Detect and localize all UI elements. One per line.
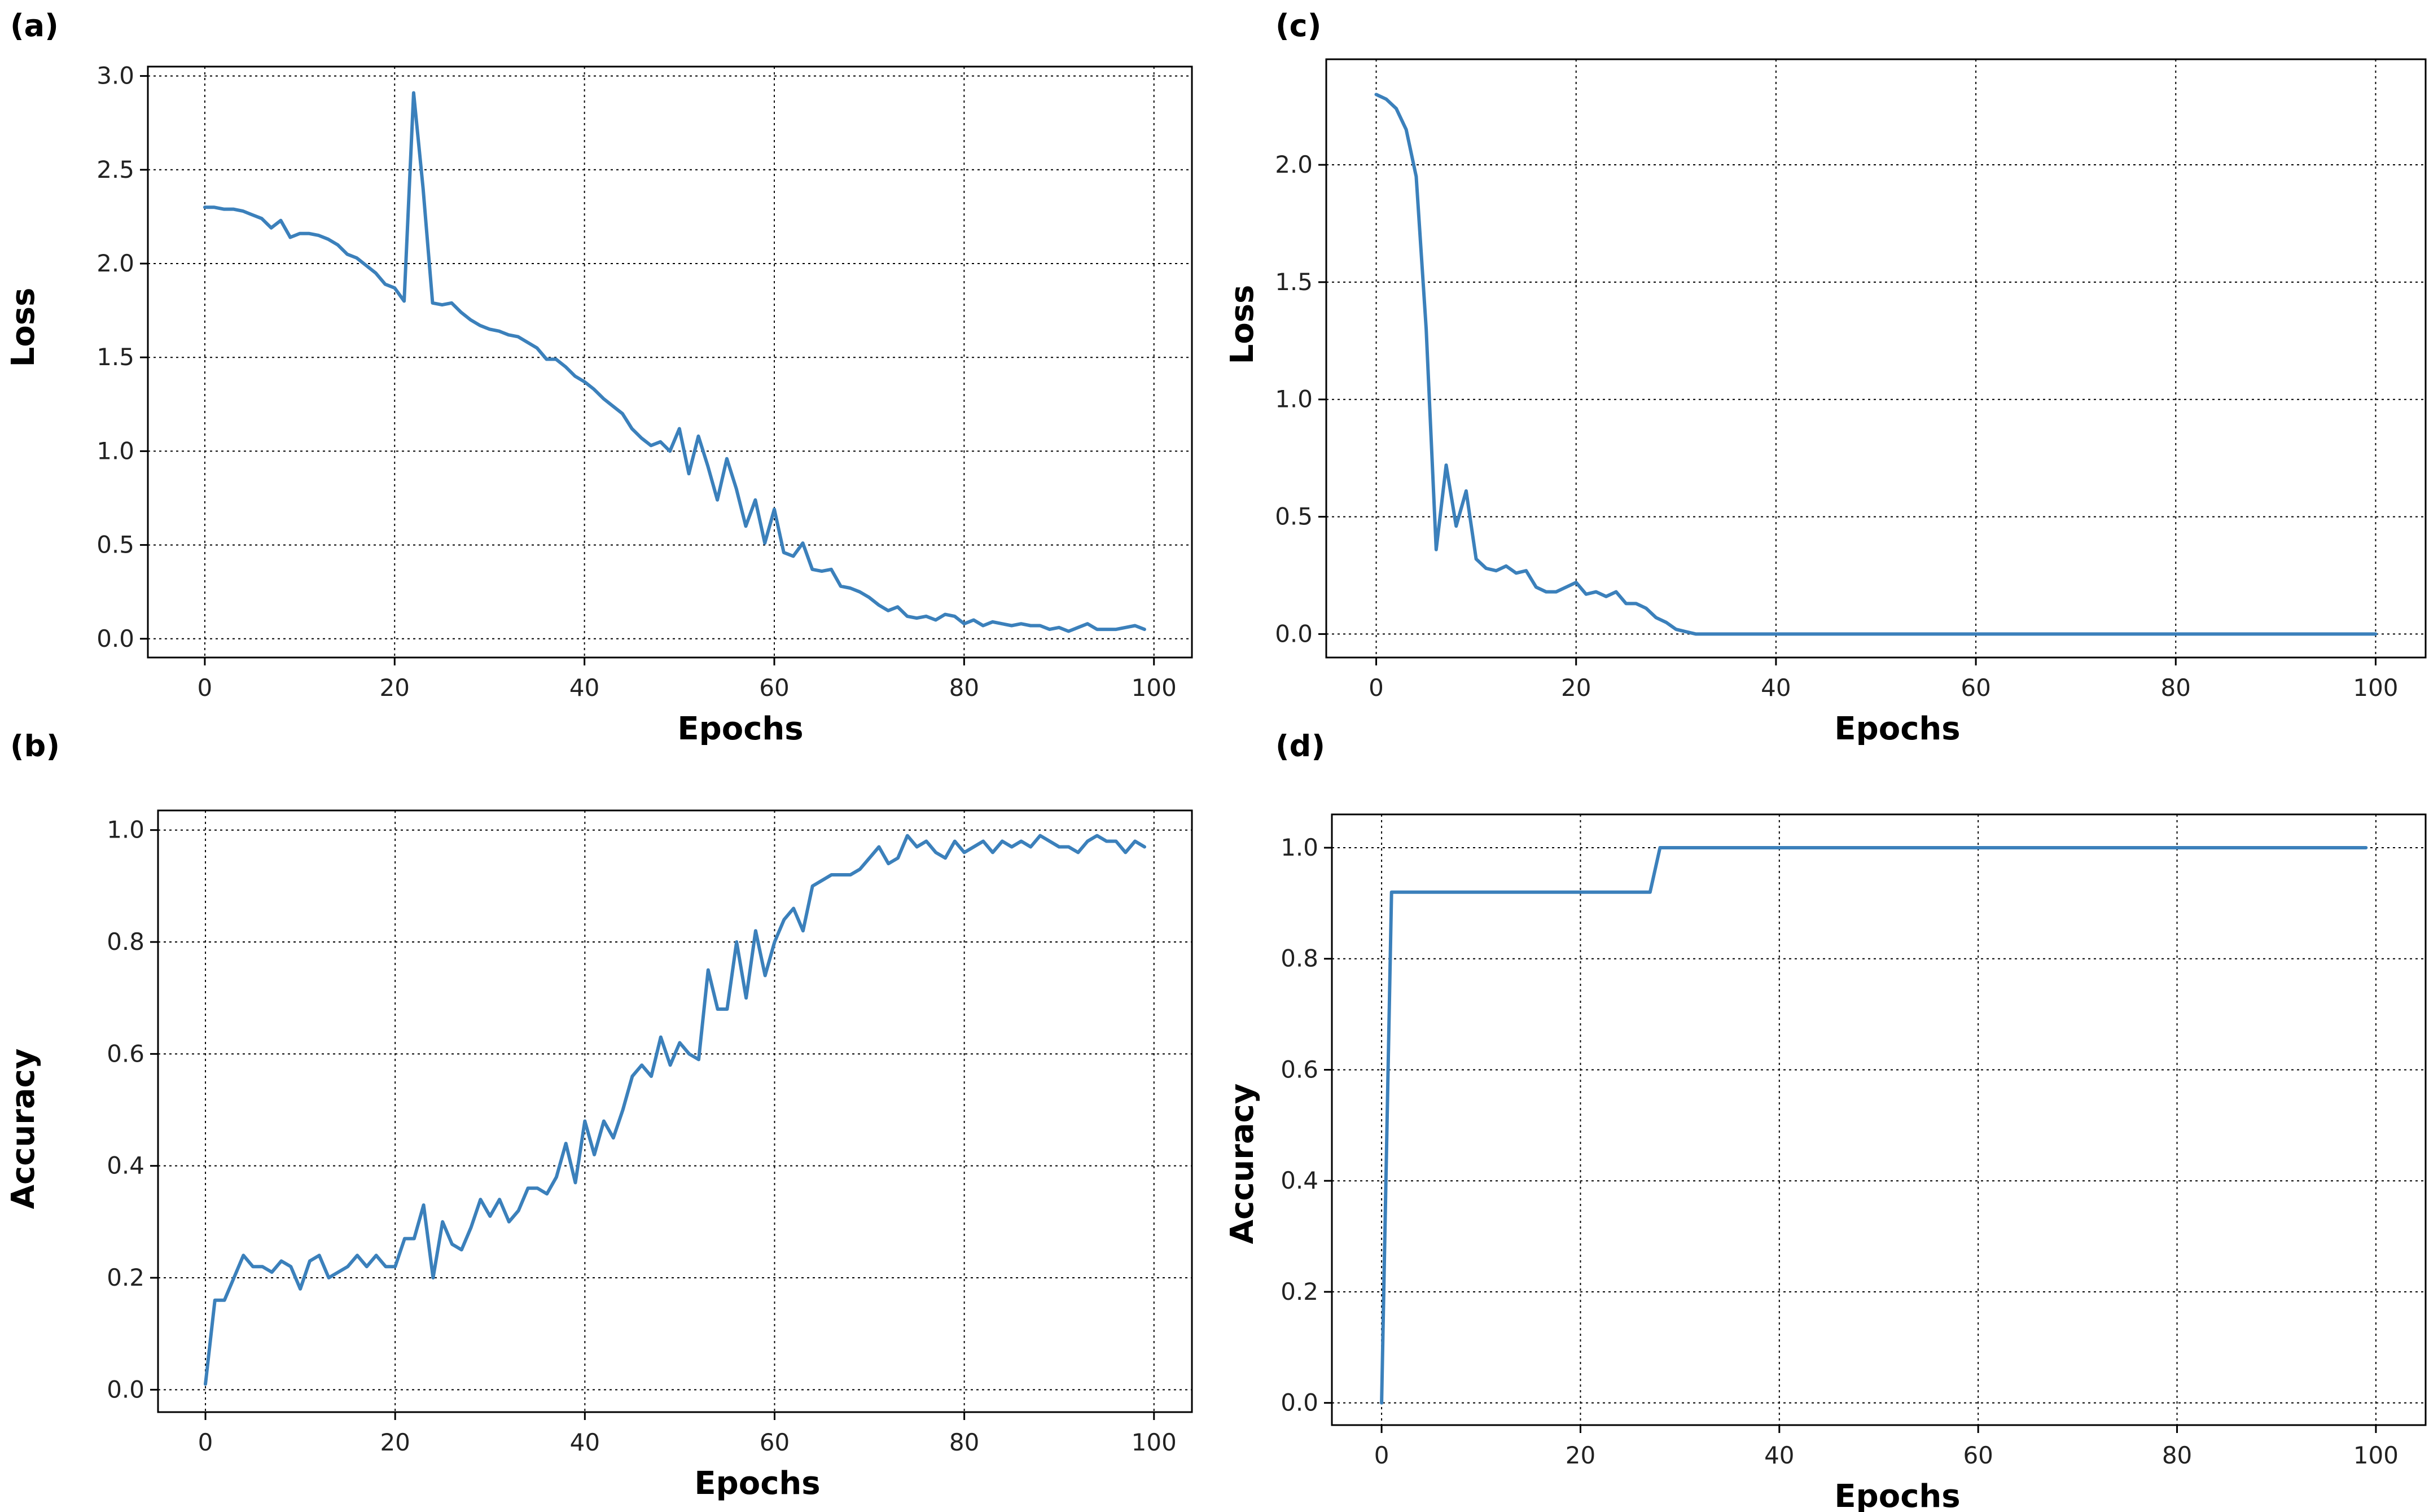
x-tick-label: 80 <box>949 674 979 702</box>
y-tick-label: 1.0 <box>97 437 134 464</box>
y-tick-label: 0.6 <box>1281 1055 1318 1083</box>
accuracy-chart-d: (d) 0 20 40 60 80 100 0.0 0.2 0.4 0.6 0.8 1.0 Epochs A… <box>1224 734 2427 1512</box>
x-tick-label: 100 <box>1132 674 1177 702</box>
x-tick-label: 80 <box>2161 674 2191 702</box>
y-tick-label: 0.4 <box>1281 1167 1318 1194</box>
y-tick-label: 1.0 <box>107 816 144 844</box>
panel-label: (c) <box>1275 8 1321 43</box>
x-tick-label: 0 <box>1374 1441 1389 1469</box>
y-axis-title: Accuracy <box>5 1049 42 1209</box>
panel-label: (d) <box>1275 734 1325 764</box>
y-tick-label: 0.0 <box>107 1375 144 1403</box>
plot-frame <box>1331 813 2427 1426</box>
x-tick-label: 60 <box>1961 674 1990 702</box>
y-tick-label: 1.5 <box>97 343 134 371</box>
x-tick-label: 20 <box>380 674 410 702</box>
y-tick-label: 0.6 <box>107 1040 144 1067</box>
x-tick-label: 40 <box>1761 674 1791 702</box>
x-tick-label: 0 <box>1369 674 1384 702</box>
y-tick-label: 0.5 <box>1275 503 1313 531</box>
chart-panel-b: (b) 0 20 40 60 80 100 0.0 0.2 0.4 0.6 0.8 1.0 Epochs A… <box>0 734 1219 1512</box>
x-tick-label: 80 <box>949 1428 979 1456</box>
y-tick-label: 1.0 <box>1281 834 1318 861</box>
plot-frame <box>147 65 1193 659</box>
y-tick-label: 2.0 <box>1275 151 1313 178</box>
y-tick-label: 0.2 <box>107 1264 144 1291</box>
series-line-accuracy <box>204 834 1146 1386</box>
x-tick-label: 20 <box>1561 674 1591 702</box>
x-axis-title: Epochs <box>1834 1478 1960 1512</box>
y-tick-label: 0.8 <box>1281 945 1318 972</box>
chart-panel-d: (d) 0 20 40 60 80 100 0.0 0.2 0.4 0.6 0.8 1.0 Epochs A… <box>1219 734 2429 1512</box>
panel-label: (a) <box>10 8 59 43</box>
plot-frame <box>1325 58 2427 659</box>
x-tick-label: 0 <box>198 1428 213 1456</box>
x-axis-title: Epochs <box>1834 711 1960 745</box>
x-tick-label: 0 <box>198 674 213 702</box>
panel-label: (b) <box>10 734 60 764</box>
y-tick-label: 0.0 <box>97 625 134 652</box>
y-tick-label: 0.5 <box>97 531 134 559</box>
series-line-accuracy <box>1380 846 2368 1405</box>
x-tick-label: 100 <box>2353 674 2398 702</box>
y-axis-title: Loss <box>5 288 42 367</box>
x-tick-label: 40 <box>570 1428 600 1456</box>
x-tick-label: 100 <box>2353 1441 2399 1469</box>
x-tick-label: 60 <box>759 674 789 702</box>
y-tick-label: 2.5 <box>97 156 134 183</box>
chart-panel-c: (c) 0 20 40 60 80 100 0.0 0.5 1.0 1.5 2.0 Epochs Loss <box>1219 0 2429 745</box>
y-tick-label: 0.0 <box>1281 1389 1318 1417</box>
x-tick-label: 60 <box>760 1428 790 1456</box>
y-axis-title: Accuracy <box>1224 1084 1261 1244</box>
x-tick-label: 20 <box>380 1428 410 1456</box>
plot-frame <box>157 809 1193 1413</box>
x-tick-label: 80 <box>2162 1441 2192 1469</box>
series-line-loss <box>203 91 1146 633</box>
y-tick-label: 1.5 <box>1275 268 1313 296</box>
y-tick-label: 3.0 <box>97 62 134 90</box>
y-tick-label: 1.0 <box>1275 385 1313 413</box>
loss-chart-a: (a) 0 20 40 60 80 100 0.0 0.5 1.0 1.5 2.0 2.5 3.0 Epoc… <box>5 8 1193 745</box>
y-tick-label: 0.8 <box>107 928 144 956</box>
x-tick-label: 40 <box>569 674 599 702</box>
x-axis-title: Epochs <box>677 711 803 745</box>
x-tick-label: 100 <box>1132 1428 1177 1456</box>
y-tick-label: 0.4 <box>107 1152 144 1180</box>
y-tick-label: 0.2 <box>1281 1278 1318 1305</box>
x-tick-label: 20 <box>1566 1441 1595 1469</box>
y-tick-label: 0.0 <box>1275 620 1313 647</box>
x-axis-title: Epochs <box>694 1465 820 1502</box>
series-line-loss <box>1374 93 2378 636</box>
x-tick-label: 40 <box>1764 1441 1794 1469</box>
loss-chart-c: (c) 0 20 40 60 80 100 0.0 0.5 1.0 1.5 2.0 Epochs Loss <box>1224 8 2427 745</box>
accuracy-chart-b: (b) 0 20 40 60 80 100 0.0 0.2 0.4 0.6 0.8 1.0 Epochs A… <box>5 734 1193 1502</box>
y-axis-title: Loss <box>1224 285 1261 365</box>
y-tick-label: 2.0 <box>97 249 134 277</box>
x-tick-label: 60 <box>1963 1441 1993 1469</box>
chart-panel-a: (a) 0 20 40 60 80 100 0.0 0.5 1.0 1.5 2.0 2.5 3.0 Epoc… <box>0 0 1219 745</box>
